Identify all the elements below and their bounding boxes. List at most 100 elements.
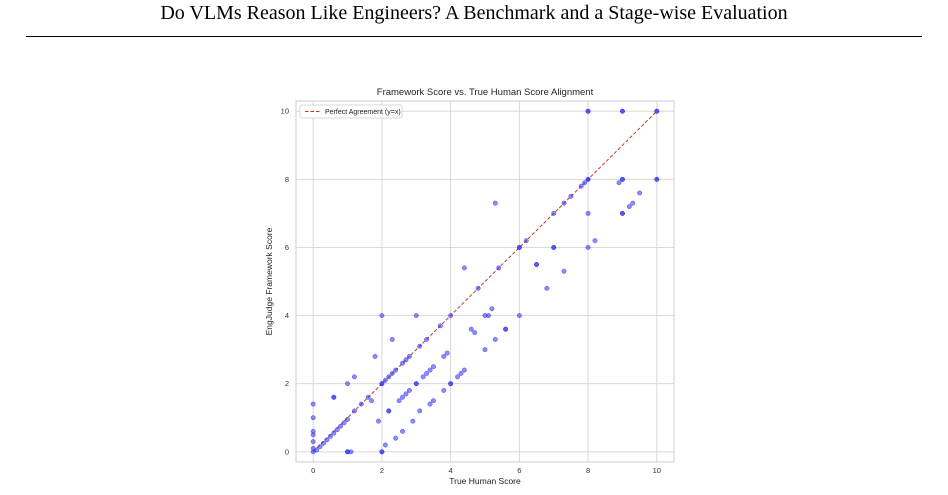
- scatter-point: [382, 442, 388, 448]
- scatter-point: [345, 381, 350, 387]
- scatter-point: [386, 408, 392, 414]
- y-tick-label: 2: [285, 379, 289, 388]
- scatter-point: [626, 204, 632, 210]
- scatter-point: [413, 381, 419, 387]
- y-tick-label: 4: [285, 311, 289, 320]
- scatter-point: [351, 374, 357, 380]
- scatter-point: [393, 435, 399, 441]
- scatter-point: [379, 449, 385, 455]
- scatter-point: [472, 330, 478, 336]
- scatter-point: [516, 244, 522, 250]
- scatter-point: [345, 416, 350, 422]
- scatter-point: [496, 265, 502, 271]
- scatter-point: [379, 313, 385, 319]
- scatter-point: [458, 371, 464, 376]
- scatter-point: [406, 388, 412, 393]
- scatter-point: [338, 423, 344, 429]
- x-tick-label: 8: [586, 466, 590, 475]
- scatter-point: [585, 176, 591, 182]
- scatter-point: [348, 449, 354, 455]
- scatter-point: [620, 210, 625, 216]
- scatter-point: [441, 353, 447, 359]
- scatter-point: [561, 200, 567, 206]
- scatter-point: [431, 364, 436, 370]
- scatter-point: [431, 398, 436, 404]
- scatter-point: [489, 306, 495, 312]
- scatter-point: [410, 418, 416, 424]
- scatter-point: [585, 108, 591, 114]
- scatter-point: [427, 401, 433, 407]
- plot-area: [295, 100, 675, 463]
- scatter-point: [321, 440, 326, 446]
- y-tick-label: 8: [285, 175, 289, 184]
- x-tick-label: 4: [449, 466, 453, 475]
- y-axis-label: EngJudge Framework Score: [264, 227, 274, 335]
- scatter-point: [413, 313, 419, 319]
- scatter-point: [376, 418, 381, 424]
- scatter-point: [420, 374, 426, 380]
- x-tick-label: 6: [517, 466, 521, 475]
- scatter-point: [585, 210, 591, 216]
- scatter-point: [585, 244, 591, 250]
- scatter-point: [503, 326, 509, 332]
- legend-box: [299, 104, 403, 119]
- grid: [296, 101, 674, 462]
- scatter-point: [400, 394, 405, 400]
- scatter-point: [448, 313, 454, 319]
- scatter-point: [654, 108, 660, 114]
- scatter-point: [400, 360, 405, 366]
- scatter-point: [551, 244, 557, 250]
- chart-title: Framework Score vs. True Human Score Ali…: [377, 87, 594, 98]
- scatter-point: [630, 200, 636, 206]
- scatter-point: [568, 193, 574, 199]
- scatter-point: [620, 108, 625, 114]
- scatter-point: [578, 183, 584, 189]
- scatter-point: [424, 371, 430, 376]
- scatter-point: [637, 190, 643, 196]
- scatter-point: [468, 326, 474, 332]
- scatter-point: [396, 398, 402, 404]
- scatter-point: [475, 285, 481, 291]
- scatter-point: [331, 430, 337, 436]
- scatter-point: [582, 180, 588, 186]
- scatter-point: [561, 268, 567, 274]
- scatter-point: [327, 434, 333, 439]
- scatter-point: [379, 381, 385, 387]
- scatter-point: [406, 353, 412, 359]
- y-tick-label: 10: [281, 107, 289, 116]
- scatter-point: [386, 374, 392, 380]
- scatter-point: [616, 180, 622, 186]
- scatter-point: [369, 398, 375, 404]
- scatter-point: [485, 313, 491, 319]
- scatter-point: [372, 353, 378, 359]
- scatter-point: [461, 367, 467, 373]
- scatter-point: [310, 401, 316, 407]
- scatter-point: [482, 347, 488, 353]
- scatter-points: [310, 108, 660, 455]
- x-tick-label: 2: [380, 466, 384, 475]
- scatter-point: [654, 176, 660, 182]
- scatter-point: [492, 200, 498, 206]
- y-tick-label: 0: [285, 447, 289, 456]
- scatter-point: [441, 388, 447, 393]
- x-axis-label: True Human Score: [449, 476, 521, 486]
- scatter-point: [403, 357, 409, 363]
- scatter-point: [310, 415, 316, 421]
- legend: Perfect Agreement (y=x): [299, 104, 403, 119]
- scatter-point: [314, 447, 320, 453]
- x-axis-ticks: 0 2 4 6 8 10: [311, 466, 661, 475]
- scatter-point: [393, 367, 399, 373]
- scatter-point: [516, 313, 522, 319]
- scatter-point: [437, 323, 443, 329]
- scatter-point: [592, 238, 598, 244]
- scatter-point: [389, 371, 395, 376]
- running-title: Do VLMs Reason Like Engineers? A Benchma…: [160, 2, 788, 24]
- scatter-point: [461, 265, 467, 271]
- scatter-point: [444, 350, 450, 356]
- scatter-point: [417, 343, 423, 349]
- scatter-point: [334, 427, 340, 433]
- scatter-point: [365, 394, 371, 400]
- scatter-point: [544, 285, 550, 291]
- scatter-point: [427, 367, 433, 373]
- scatter-point: [403, 391, 409, 397]
